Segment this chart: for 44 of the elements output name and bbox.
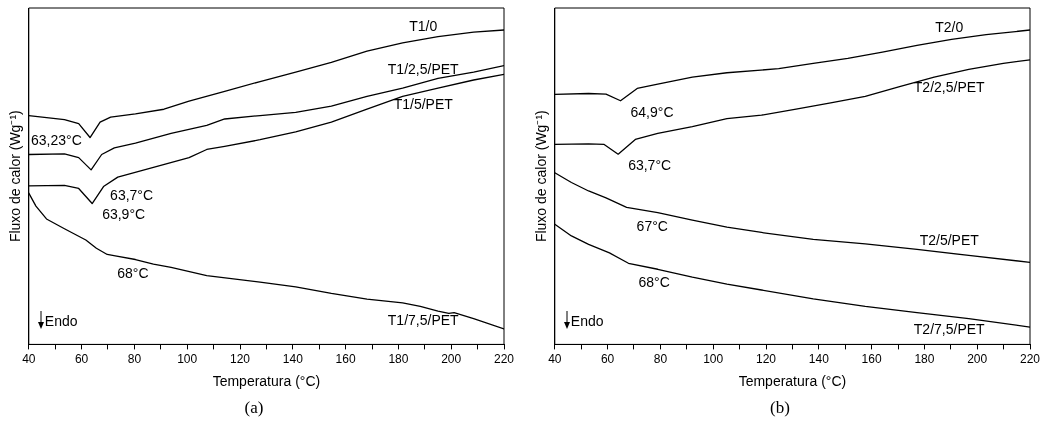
x-tick-label: 180 — [388, 351, 409, 366]
x-tick-label: 120 — [755, 351, 777, 366]
x-tick-label: 140 — [282, 351, 304, 366]
text: (b) — [770, 398, 790, 418]
x-tick-label: 200 — [441, 351, 462, 366]
x-tick-label: 220 — [493, 351, 515, 366]
annotation: 64,9°C — [630, 103, 674, 120]
x-tick-label: 100 — [177, 351, 198, 366]
x-tick-label: 120 — [229, 351, 251, 366]
x-tick-label: 100 — [703, 351, 724, 366]
x-tick-label: 200 — [967, 351, 988, 366]
annotation: Endo — [570, 313, 604, 330]
x-tick-label: 40 — [22, 351, 36, 366]
annotation: 63,9°C — [102, 206, 146, 223]
series-label: T1/7,5/PET — [387, 311, 460, 328]
annotation: 63,7°C — [110, 186, 154, 203]
x-tick-label: 40 — [548, 351, 562, 366]
x-tick-label: 160 — [335, 351, 356, 366]
series-label: T1/5/PET — [393, 96, 454, 113]
x-tick-label: 220 — [1019, 351, 1041, 366]
series-label: T2/5/PET — [919, 232, 980, 249]
x-tick-label: 140 — [808, 351, 830, 366]
series-label: T2/7,5/PET — [913, 321, 986, 338]
series-label: T2/0 — [935, 18, 964, 35]
x-axis-title: Temperatura (°C) — [212, 373, 321, 390]
annotation: 67°C — [636, 218, 668, 235]
x-tick-label: 60 — [74, 351, 89, 366]
annotation: 63,7°C — [628, 157, 672, 174]
annotation: 68°C — [117, 265, 149, 282]
x-tick-label: 160 — [861, 351, 882, 366]
annotation: 68°C — [638, 274, 670, 291]
annotation: 63,23°C — [31, 132, 82, 149]
x-tick-label: 80 — [127, 351, 142, 366]
x-axis-title: Temperatura (°C) — [738, 373, 847, 390]
annotation: Endo — [44, 313, 78, 330]
series-label: T2/2,5/PET — [913, 78, 986, 95]
y-axis-title: Fluxo de calor (Wg⁻¹) — [533, 110, 550, 243]
text: (a) — [244, 398, 264, 418]
x-tick-label: 60 — [600, 351, 615, 366]
series-label: T1/0 — [409, 18, 438, 35]
x-tick-label: 80 — [653, 351, 668, 366]
x-tick-label: 180 — [914, 351, 935, 366]
series-label: T1/2,5/PET — [387, 61, 460, 78]
y-axis-title: Fluxo de calor (Wg⁻¹) — [7, 110, 24, 243]
